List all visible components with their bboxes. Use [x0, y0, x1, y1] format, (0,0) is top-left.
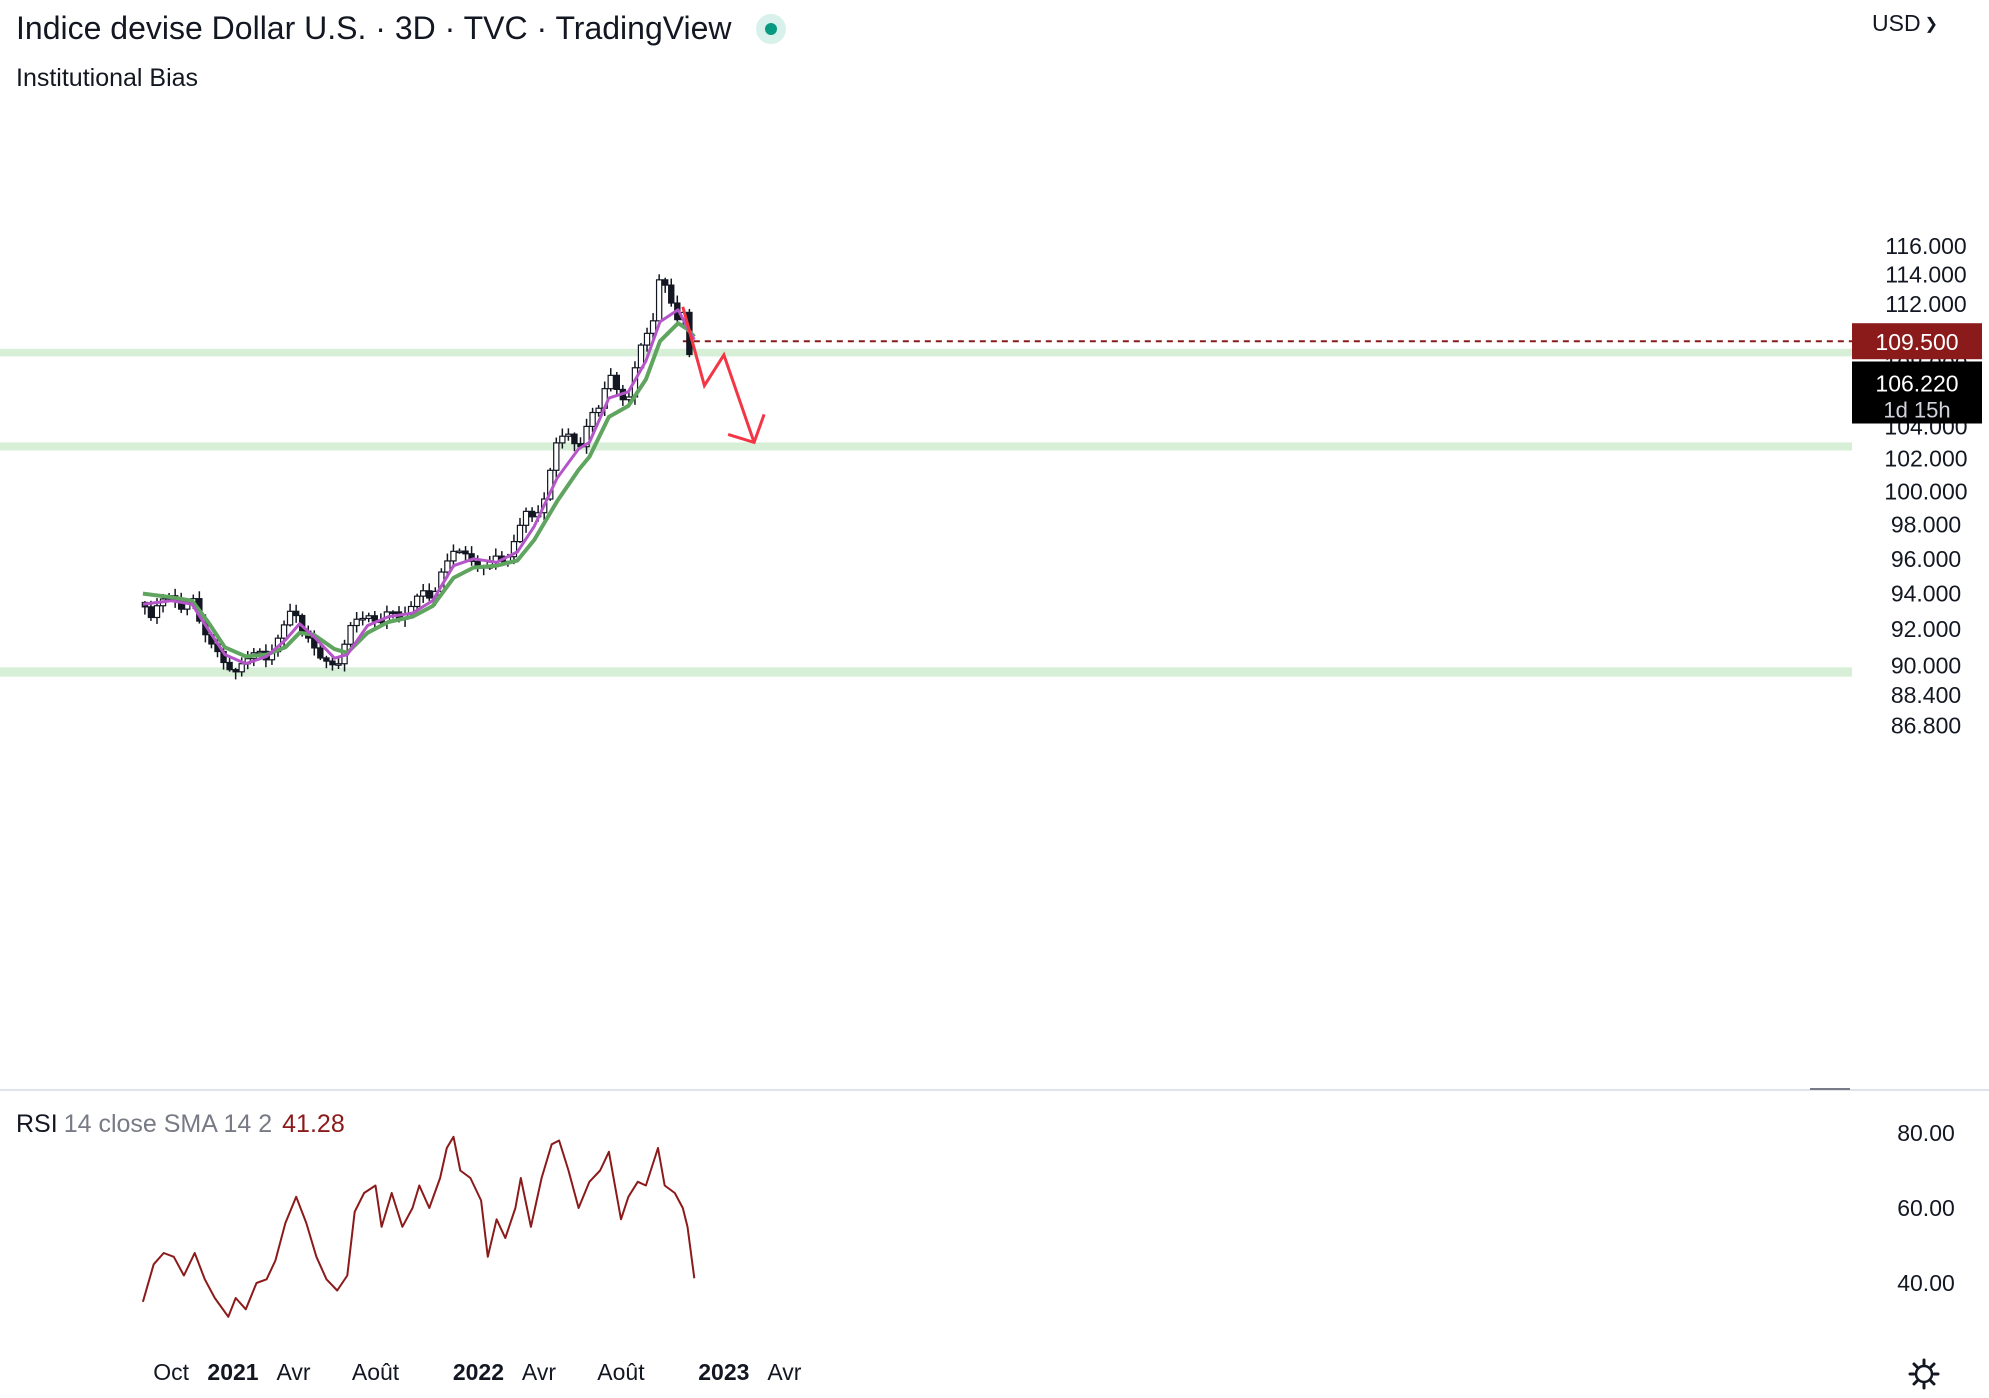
live-dot-icon	[756, 14, 786, 44]
candle-body	[655, 279, 663, 322]
candle-body	[226, 661, 233, 671]
candle-body	[510, 540, 518, 558]
candle-body	[571, 433, 578, 445]
ema-layer	[142, 308, 696, 666]
level-price-label: 109.500	[1875, 329, 1958, 355]
price-tick-label: 114.000	[1885, 262, 1966, 288]
candle-body	[359, 617, 366, 621]
candle-body	[323, 657, 330, 662]
price-tick-label: 96.000	[1891, 546, 1961, 572]
candle-body	[317, 647, 324, 659]
time-tick-label: Avr	[276, 1359, 310, 1385]
price-tick-label: 98.000	[1891, 512, 1961, 538]
candle-body	[280, 624, 288, 639]
rsi-value: 41.28	[282, 1110, 345, 1138]
candle-body	[613, 374, 620, 391]
candle-body	[365, 615, 372, 620]
candle-body	[522, 510, 530, 526]
projection-path	[681, 306, 756, 443]
candle-body	[553, 442, 560, 471]
price-tick-label: 94.000	[1891, 581, 1961, 607]
rsi-params: 14 close SMA 14 2	[63, 1110, 273, 1138]
candle-body	[444, 560, 451, 573]
candle-body	[559, 435, 566, 444]
candle-body	[413, 595, 421, 608]
price-tick-label: 86.800	[1891, 712, 1961, 738]
indicator-label[interactable]: Institutional Bias	[16, 64, 199, 92]
candle-body	[292, 610, 300, 617]
candle-body	[419, 590, 427, 597]
level-price-badge	[1852, 323, 1982, 360]
price-axis: 116.000114.000112.000110.000108.000104.0…	[1852, 233, 1982, 738]
ema-fast-line	[142, 308, 696, 666]
chart-title: Indice devise Dollar U.S. · 3D · TVC · T…	[16, 10, 732, 46]
candle-body	[286, 610, 294, 626]
rsi-name: RSI	[16, 1110, 58, 1138]
rsi-tick-label: 40.00	[1897, 1270, 1955, 1296]
rsi-tick-label: 60.00	[1897, 1195, 1955, 1221]
support-zone	[0, 667, 1852, 677]
price-tick-label: 116.000	[1885, 233, 1966, 259]
bar-countdown: 1d 15h	[1883, 398, 1950, 423]
candle-body	[516, 524, 524, 543]
candle-body	[661, 279, 669, 286]
support-zone	[0, 348, 1852, 357]
candle-body	[607, 374, 614, 390]
currency-label: USD	[1872, 10, 1921, 36]
rsi-tick-label: 80.00	[1897, 1120, 1955, 1146]
candle-body	[329, 660, 336, 666]
price-tick-label: 102.000	[1884, 446, 1967, 472]
candle-body	[389, 611, 397, 615]
candle-body	[426, 590, 433, 599]
candle-body	[147, 606, 155, 619]
last-price-label: 106.220	[1875, 371, 1958, 397]
price-tick-label: 100.000	[1884, 478, 1967, 504]
candles-layer	[141, 274, 693, 680]
candle-body	[649, 320, 657, 334]
rsi-legend[interactable]: RSI 14 close SMA 14 2 41.28	[16, 1110, 345, 1139]
candle-body	[668, 284, 675, 304]
rsi-layer: 80.00 60.00 40.00	[141, 1120, 1955, 1318]
candle-body	[583, 425, 590, 448]
time-tick-label: Août	[352, 1359, 400, 1385]
candle-body	[335, 663, 342, 666]
candle-body	[589, 411, 596, 428]
time-tick-label: 2021	[207, 1359, 258, 1385]
rsi-line	[141, 1135, 696, 1318]
zones-layer	[0, 348, 1852, 677]
candle-body	[462, 550, 469, 555]
candle-body	[456, 550, 463, 554]
candle-body	[347, 624, 354, 645]
price-tick-label: 92.000	[1891, 616, 1961, 642]
candle-body	[153, 605, 161, 619]
price-tick-label: 90.000	[1891, 653, 1961, 679]
projection-layer	[681, 306, 766, 445]
candle-body	[643, 332, 651, 346]
time-tick-label: 2022	[453, 1359, 504, 1385]
chevron-down-icon: ❯	[1924, 16, 1938, 33]
time-tick-label: Avr	[522, 1359, 556, 1385]
time-tick-label: Avr	[767, 1359, 801, 1385]
candle-body	[256, 650, 264, 654]
candle-body	[238, 663, 245, 673]
candle-body	[565, 433, 572, 437]
candle-body	[232, 669, 239, 673]
time-tick-label: Août	[597, 1359, 645, 1385]
time-axis: Oct 2021 Avr Août 2022 Avr Août 2023 Avr	[153, 1359, 801, 1385]
time-tick-label: Oct	[153, 1359, 189, 1385]
ema-slow-line	[142, 321, 696, 659]
gear-icon[interactable]	[1908, 1358, 1940, 1390]
candle-body	[353, 618, 360, 627]
price-tick-label: 112.000	[1885, 291, 1966, 317]
arrow-head-icon	[727, 413, 766, 445]
price-tick-label: 88.400	[1891, 682, 1961, 708]
candle-body	[595, 407, 602, 414]
last-price-badge	[1852, 361, 1982, 424]
currency-selector[interactable]: USD ❯	[1872, 10, 1938, 37]
candle-body	[450, 550, 457, 562]
time-tick-label: 2023	[698, 1359, 749, 1385]
candle-body	[528, 510, 536, 518]
support-zone	[0, 442, 1852, 451]
